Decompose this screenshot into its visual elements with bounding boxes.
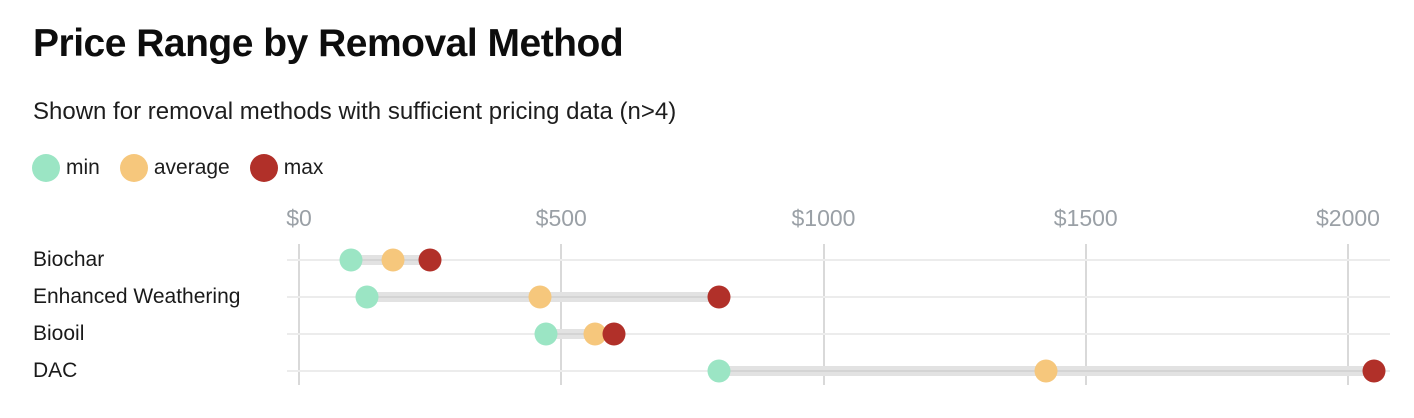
x-gridline (822, 244, 825, 385)
legend-label: min (66, 156, 100, 179)
chart-subtitle: Shown for removal methods with sufficien… (33, 98, 677, 125)
category-label: Biochar (33, 248, 105, 271)
x-axis-tick-label: $500 (535, 205, 587, 231)
legend-swatch-max-icon (249, 154, 278, 182)
min-dot (339, 248, 363, 272)
x-axis-tick-label: $0 (286, 205, 312, 231)
x-gridline (560, 244, 563, 385)
max-dot (1362, 359, 1386, 383)
min-dot (707, 359, 731, 383)
x-axis-tick-label: $1500 (1053, 205, 1118, 231)
category-row-line (287, 333, 1390, 335)
legend-item-average: average (119, 154, 230, 182)
x-gridline (1347, 244, 1349, 385)
legend-label: average (153, 156, 230, 179)
price-range-bar (545, 329, 614, 339)
legend-swatch-average-icon (119, 154, 148, 182)
average-dot (1034, 359, 1058, 383)
average-dot (583, 322, 607, 346)
legend: min average max (32, 154, 323, 182)
max-dot (418, 248, 442, 272)
x-axis-tick-label: $1000 (791, 205, 856, 231)
category-row-line (287, 296, 1390, 298)
legend-item-min: min (32, 154, 100, 182)
min-dot (355, 285, 379, 309)
legend-label: max (283, 156, 324, 179)
legend-item-max: max (249, 154, 324, 182)
max-dot (602, 322, 626, 346)
x-gridline (298, 244, 300, 385)
legend-swatch-min-icon (32, 154, 60, 182)
average-dot (528, 285, 552, 309)
chart-title: Price Range by Removal Method (33, 22, 624, 65)
max-dot (707, 285, 731, 309)
x-axis-tick-label: $2000 (1316, 205, 1380, 231)
min-dot (534, 322, 557, 346)
x-gridline (1084, 244, 1087, 385)
category-label: Enhanced Weathering (33, 285, 241, 308)
category-row-line (287, 259, 1390, 261)
category-label: DAC (33, 359, 78, 382)
average-dot (381, 248, 405, 272)
category-label: Biooil (33, 322, 85, 345)
